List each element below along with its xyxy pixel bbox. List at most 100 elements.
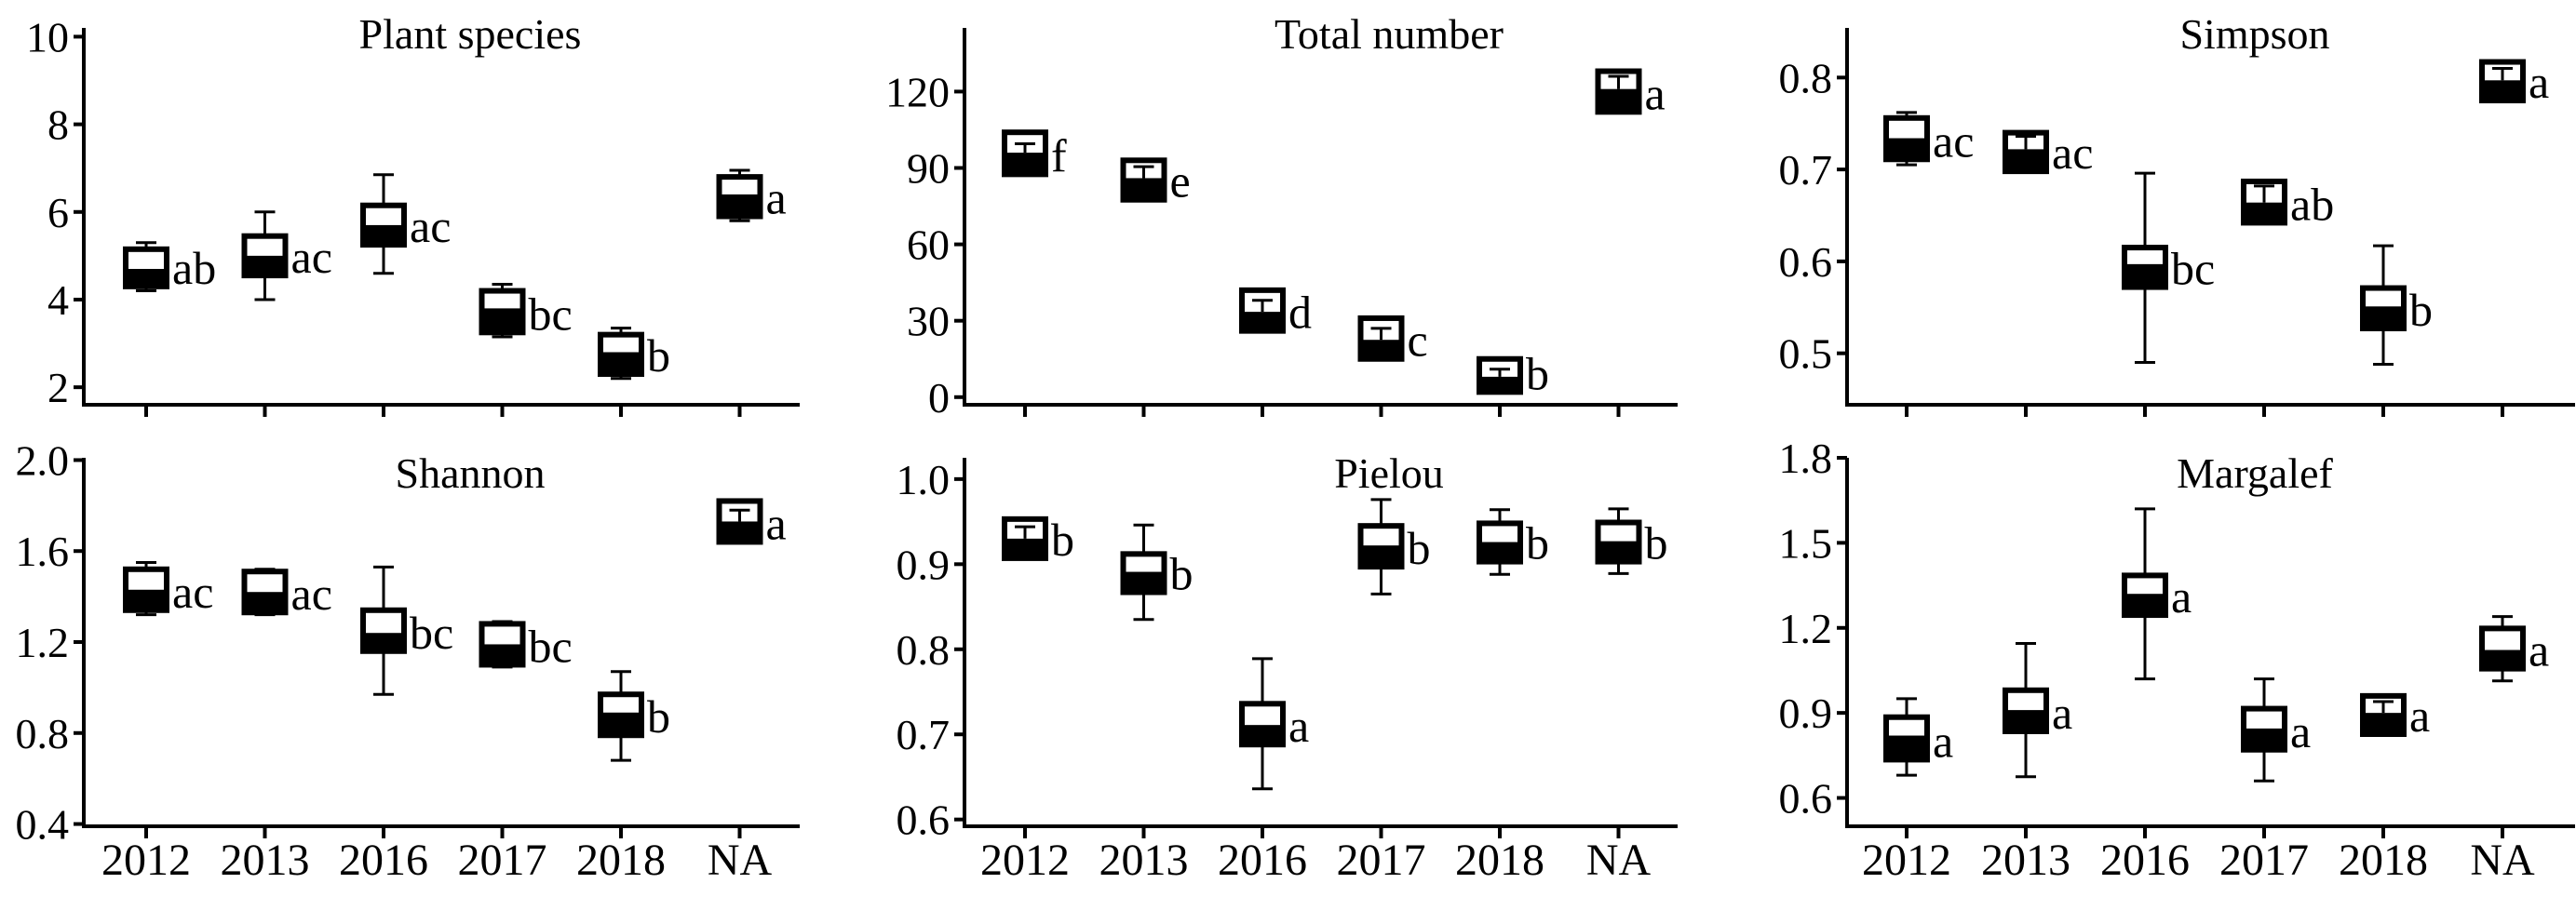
significance-letter: b	[1645, 517, 1668, 569]
y-tick-label: 60	[907, 221, 950, 269]
box-group-NA: b	[1595, 507, 1668, 575]
box-group-2012: ac	[123, 560, 213, 618]
box-outline	[2241, 705, 2287, 753]
box-group-2017: bc	[479, 620, 573, 672]
box-outline	[2003, 129, 2049, 175]
y-tick-label: 120	[885, 68, 950, 115]
panel-simpson: Simpson 0.5 0.6 0.7 0.8 ac ac bc ab b a	[1717, 0, 2576, 448]
box-outline	[1002, 515, 1048, 561]
x-tick-label: 2018	[1455, 836, 1544, 885]
box-lower-fill	[719, 194, 761, 217]
box-group-NA: a	[1595, 67, 1666, 119]
box-lower-fill	[1479, 376, 1520, 393]
x-tick-label: NA	[1586, 836, 1652, 885]
box-outline	[1239, 287, 1286, 334]
box-outline	[1002, 129, 1048, 178]
x-tick-label: 2013	[221, 836, 310, 885]
box-outline	[1477, 355, 1523, 395]
box-lower-fill	[1123, 178, 1165, 200]
y-tick-label: 0.8	[16, 710, 70, 757]
box-outline	[1357, 315, 1405, 362]
significance-letter: b	[647, 690, 670, 743]
box-outline	[598, 691, 644, 739]
box-outline	[2479, 625, 2526, 672]
x-tick-label: 2018	[2339, 836, 2428, 885]
panel-plant-species: Plant species 2 4 6 8 10 ab ac ac bc b a	[0, 0, 858, 448]
x-tick-label: 2016	[2100, 836, 2190, 885]
box-lower-fill	[2482, 649, 2523, 669]
box-group-2012: b	[1002, 514, 1074, 566]
panel-shannon: Shannon 0.4 0.8 1.2 1.6 2.0 2012 2013 2016 2017 20…	[0, 436, 858, 897]
box-lower-fill	[719, 521, 761, 542]
box-outline	[123, 246, 169, 289]
box-lower-fill	[2482, 80, 2523, 101]
significance-letter: b	[1526, 347, 1549, 399]
box-lower-fill	[126, 269, 167, 287]
y-tick-label: 0.5	[1779, 330, 1833, 378]
x-tick-label: 2017	[458, 836, 547, 885]
y-tick-label: 1.6	[16, 528, 70, 575]
x-tick-label: 2012	[1862, 836, 1951, 885]
significance-letter: a	[2409, 689, 2430, 742]
y-tick-label: 0.4	[16, 801, 70, 849]
x-tick-label: 2013	[1099, 836, 1189, 885]
x-tick-label: 2012	[101, 836, 191, 885]
box-group-2017: c	[1357, 315, 1428, 367]
box-lower-fill	[1123, 571, 1165, 593]
box-group-NA: a	[2479, 56, 2549, 108]
box-group-2016: a	[2122, 507, 2192, 681]
significance-letter: b	[1408, 522, 1431, 574]
box-outline	[2122, 245, 2168, 290]
box-group-2018: b	[1477, 347, 1549, 399]
y-tick-label: 0.7	[897, 711, 951, 758]
simpson-chart: Simpson 0.5 0.6 0.7 0.8 ac ac bc ab b a	[1779, 10, 2575, 417]
chart-title: Plant species	[359, 10, 582, 58]
total-number-chart: Total number 0 30 60 90 120 f e d c b a	[885, 10, 1678, 422]
box-lower-fill	[2124, 594, 2165, 616]
box-lower-fill	[1005, 153, 1045, 175]
y-tick-label: 1.5	[1779, 519, 1833, 567]
box-lower-fill	[1886, 735, 1927, 760]
y-tick-label: 90	[907, 145, 950, 193]
significance-letter: a	[1288, 700, 1309, 752]
y-tick-label: 1.2	[1779, 605, 1833, 652]
y-tick-label: 0.6	[1779, 775, 1833, 823]
y-tick-label: 6	[47, 189, 69, 236]
significance-letter: a	[1645, 67, 1666, 119]
significance-letter: b	[647, 329, 670, 382]
box-lower-fill	[1598, 88, 1639, 113]
box-outline	[2479, 59, 2526, 104]
box-group-2016: ac	[360, 173, 451, 275]
box-group-2013: ac	[2003, 127, 2093, 179]
significance-letter: b	[1051, 514, 1074, 566]
box-lower-fill	[363, 633, 404, 651]
y-tick-label: 1.0	[897, 456, 951, 503]
box-lower-fill	[2363, 306, 2404, 329]
box-lower-fill	[600, 352, 641, 375]
box-outline	[2003, 687, 2049, 734]
significance-letter: a	[766, 172, 787, 224]
box-group-2016: bc	[2122, 171, 2215, 365]
significance-letter: bc	[529, 620, 573, 672]
box-lower-fill	[2363, 713, 2404, 734]
box-outline	[479, 621, 526, 668]
significance-letter: a	[2290, 705, 2311, 757]
box-group-2018: b	[2360, 244, 2433, 367]
axis-lines	[1845, 458, 2575, 828]
box-group-2018: a	[2360, 689, 2430, 742]
significance-letter: bc	[410, 607, 453, 659]
x-tick-label: 2016	[1218, 836, 1307, 885]
box-outline	[598, 331, 644, 378]
y-tick-label: 0.6	[897, 797, 951, 844]
box-group-2017: a	[2241, 677, 2311, 783]
box-lower-fill	[1598, 541, 1639, 562]
axis-lines	[82, 458, 800, 828]
box-lower-fill	[1886, 138, 1927, 160]
significance-letter: ac	[291, 231, 332, 283]
box-lower-fill	[1360, 340, 1402, 359]
y-tick-label: 0.9	[1779, 689, 1833, 737]
panel-margalef: Margalef 0.6 0.9 1.2 1.5 1.8 2012 2013 2016 2017 2…	[1717, 435, 2576, 897]
box-group-2013: e	[1120, 155, 1191, 208]
significance-letter: ab	[172, 242, 216, 294]
